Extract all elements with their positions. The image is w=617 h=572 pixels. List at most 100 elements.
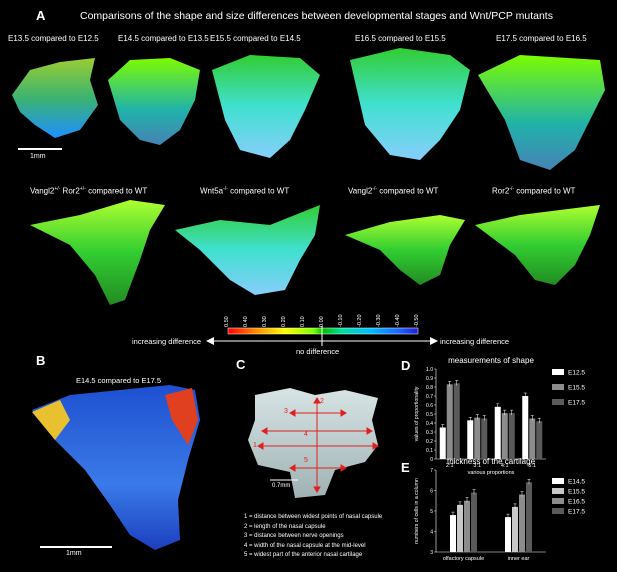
measure-number-4: 4: [304, 431, 308, 438]
panel-a-letter: A: [36, 8, 46, 23]
bar: [519, 494, 525, 552]
x-tick-label: olfactory capsule: [443, 556, 484, 562]
legend-swatch: [552, 508, 564, 514]
legend-line: 2 = length of the nasal capsule: [244, 523, 326, 530]
legend-swatch: [552, 384, 564, 390]
measure-number-3: 3: [284, 408, 288, 415]
y-tick-label: 0: [430, 457, 433, 463]
y-tick-label: 0.3: [426, 430, 433, 436]
colorbar-center-label: no difference: [296, 347, 340, 356]
bar: [526, 482, 532, 552]
bar: [505, 517, 511, 552]
y-tick-label: 1.0: [426, 367, 433, 373]
bar: [471, 492, 477, 552]
legend-label: E12.5: [568, 370, 585, 377]
legend-label: E14.5: [568, 479, 585, 486]
y-tick-label: 0.1: [426, 448, 433, 454]
bar: [494, 406, 501, 459]
bar: [450, 515, 456, 552]
legend-label: E16.5: [568, 499, 585, 506]
scale-bar-b: [40, 546, 112, 548]
y-tick-label: 6: [430, 488, 433, 494]
colorbar-left-label: increasing difference: [132, 337, 202, 346]
bar: [464, 500, 470, 552]
y-axis-label: values of proportionality: [414, 386, 420, 441]
y-tick-label: 0.2: [426, 439, 433, 445]
panel-a-title: Comparisons of the shape and size differ…: [80, 10, 553, 22]
y-tick-label: 0.9: [426, 376, 433, 382]
y-tick-label: 7: [430, 468, 433, 474]
row2-label: Vangl2-/- compared to WT: [348, 186, 439, 196]
measure-number-2: 2: [320, 398, 324, 405]
bar: [508, 413, 515, 459]
bar: [453, 383, 460, 459]
row1-label: E15.5 compared to E14.5: [210, 34, 301, 43]
panel-d-letter: D: [401, 358, 411, 373]
legend-label: E15.5: [568, 385, 585, 392]
legend-line: 1 = distance between widest points of na…: [244, 514, 383, 520]
bar: [529, 418, 536, 459]
legend-swatch: [552, 478, 564, 484]
x-tick-label: inner ear: [508, 556, 530, 562]
row1-label: E14.5 compared to E13.5: [118, 34, 209, 43]
row1-label: E16.5 compared to E15.5: [355, 34, 446, 43]
x-tick-label: 5:1: [528, 463, 536, 469]
bar: [512, 506, 518, 552]
bar: [467, 420, 474, 459]
legend-line: 5 = widest part of the anterior nasal ca…: [244, 552, 363, 558]
bar: [501, 413, 508, 459]
y-tick-label: 0.6: [426, 403, 433, 409]
panel-e-letter: E: [401, 460, 410, 475]
x-tick-label: 3:1: [473, 463, 481, 469]
bar: [457, 504, 463, 552]
panel-b-title: E14.5 compared to E17.5: [76, 376, 162, 385]
legend-label: E17.5: [568, 509, 585, 516]
scale-label-b: 1mm: [66, 550, 82, 557]
y-tick-label: 0.5: [426, 412, 433, 418]
y-tick-label: 5: [430, 509, 433, 515]
colorbar-right-label: increasing difference: [440, 337, 510, 346]
row1-label: E17.5 compared to E16.5: [496, 34, 587, 43]
panel-c-letter: C: [236, 357, 246, 372]
measure-number-1: 1: [253, 442, 257, 449]
chart-title: measurements of shape: [448, 356, 534, 365]
bar: [439, 427, 446, 459]
bar: [522, 396, 529, 459]
y-tick-label: 0.8: [426, 385, 433, 391]
bar: [536, 421, 543, 459]
legend-line: 3 = distance between nerve openings: [244, 533, 344, 539]
panel-c-legend: 1 = distance between widest points of na…: [244, 513, 382, 561]
legend-swatch: [552, 488, 564, 494]
scale-bar-a: [18, 148, 62, 150]
measure-number-5: 5: [304, 457, 308, 464]
row2-label: Wnt5a-/- compared to WT: [200, 186, 290, 196]
y-tick-label: 4: [430, 529, 433, 535]
bar: [481, 418, 488, 459]
row2-label: Vangl2+/- Ror2+/- compared to WT: [30, 186, 148, 196]
legend-label: E15.5: [568, 489, 585, 496]
scale-label-a: 1mm: [30, 153, 46, 160]
legend-line: 4 = width of the nasal capsule at the mi…: [244, 542, 366, 549]
panel-b-letter: B: [36, 353, 46, 368]
chart-title: thickness of the cartilage: [447, 457, 536, 466]
y-tick-label: 0.4: [426, 421, 433, 427]
y-tick-label: 3: [430, 550, 433, 556]
row1-label: E13.5 compared to E12.5: [8, 34, 99, 43]
legend-label: E17.5: [568, 400, 585, 407]
legend-swatch: [552, 399, 564, 405]
row2-label: Ror2-/- compared to WT: [492, 186, 576, 196]
scale-label-c: 0.7mm: [272, 483, 291, 489]
bar: [446, 384, 453, 459]
x-axis-label: various proportions: [468, 470, 515, 476]
x-tick-label: 4:1: [501, 463, 509, 469]
bar: [474, 417, 481, 459]
x-tick-label: 2:1: [446, 463, 454, 469]
legend-swatch: [552, 498, 564, 504]
y-axis-label: numbers of cells in a column: [414, 478, 420, 544]
legend-swatch: [552, 369, 564, 375]
y-tick-label: 0.7: [426, 394, 433, 400]
